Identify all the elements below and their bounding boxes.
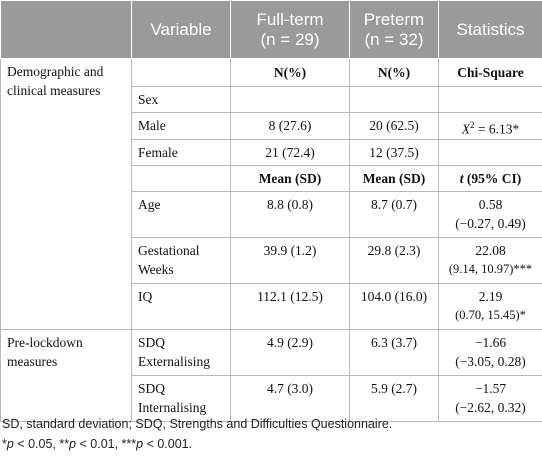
results-table: Variable Full-term (n = 29) Preterm (n =… (0, 0, 542, 422)
cell-statistics: 2.19 (0.70, 15.45)* (438, 282, 542, 330)
header-fullterm: Full-term (n = 29) (230, 0, 350, 59)
footnote-p2: p (69, 437, 77, 451)
cell-fullterm (230, 86, 350, 113)
header-blank (0, 0, 132, 59)
cell-preterm: 104.0 (16.0) (349, 282, 439, 330)
cell-fullterm: 112.1 (12.5) (230, 282, 350, 330)
cell-preterm: 8.7 (0.7) (349, 190, 439, 238)
stat-value: −1.57 (474, 380, 507, 396)
cell-variable: Sex (131, 86, 231, 113)
cell-variable: Male (131, 112, 231, 140)
cell-statistics (438, 138, 542, 166)
cell-preterm: N(%) (349, 58, 439, 87)
cell-statistics: t (95% CI) (438, 164, 542, 192)
footnote-p3-rest: < 0.001. (143, 437, 193, 451)
header-preterm-label: Preterm (363, 9, 425, 29)
footnote-p1-rest: < 0.05, ** (13, 437, 70, 451)
cell-preterm: Mean (SD) (349, 164, 439, 192)
stat-value: 0.58 (478, 196, 503, 212)
stat-value: −1.66 (474, 334, 507, 350)
footnote-p1: p (6, 437, 14, 451)
cell-fullterm: 8.8 (0.8) (230, 190, 350, 238)
variable-line2: Internalising (138, 399, 207, 415)
cell-variable (131, 58, 231, 87)
section-pre-line1: Pre-lockdown (7, 334, 83, 350)
stat-ci: (9.14, 10.97)*** (448, 261, 533, 276)
variable-line2: Weeks (138, 261, 174, 277)
cell-variable (131, 164, 231, 192)
table-footnotes: SD, standard deviation; SDQ, Strengths a… (2, 414, 540, 454)
header-statistics: Statistics (438, 0, 542, 59)
table-row: Pre-lockdown measures SDQ Externalising … (0, 328, 542, 422)
table-row: Sex (1, 86, 542, 113)
variable-line1: Gestational (138, 242, 200, 258)
cell-variable: IQ (131, 282, 231, 330)
footnote-abbreviations: SD, standard deviation; SDQ, Strengths a… (2, 417, 393, 431)
results-table-container: Variable Full-term (n = 29) Preterm (n =… (0, 0, 542, 422)
cell-statistics: −1.66 (−3.05, 0.28) (438, 328, 542, 376)
variable-line2: Externalising (138, 353, 210, 369)
cell-statistics (438, 86, 542, 113)
stat-ci: (−2.62, 0.32) (455, 399, 526, 415)
table-row: Mean (SD) Mean (SD) t (95% CI) (1, 164, 542, 192)
section-demographic-line2: clinical measures (7, 83, 101, 98)
header-row: Variable Full-term (n = 29) Preterm (n =… (0, 0, 542, 59)
cell-variable: SDQ Externalising (131, 328, 231, 376)
footnote-p2-rest: < 0.01, *** (76, 437, 137, 451)
cell-variable: Gestational Weeks (131, 236, 231, 284)
stat-value: 2.19 (478, 288, 503, 304)
cell-statistics: 22.08 (9.14, 10.97)*** (438, 236, 542, 284)
table-row: SDQ Internalising 4.7 (3.0) 5.9 (2.7) −1… (1, 374, 542, 422)
cell-variable: Age (131, 190, 231, 238)
section-pre-lockdown: Pre-lockdown measures (0, 328, 132, 422)
cell-fullterm: Mean (SD) (230, 164, 350, 192)
cell-preterm: 29.8 (2.3) (349, 236, 439, 284)
section-demographic: Demographic and clinical measures (0, 58, 132, 330)
table-row: Gestational Weeks 39.9 (1.2) 29.8 (2.3) … (1, 236, 542, 284)
header-fullterm-n: (n = 29) (260, 29, 320, 49)
cell-fullterm: 21 (72.4) (230, 138, 350, 166)
stat-ci: (−3.05, 0.28) (455, 353, 526, 369)
cell-variable: Female (131, 138, 231, 166)
header-preterm: Preterm (n = 32) (349, 0, 439, 59)
t-ci-label: (95% CI) (463, 170, 522, 186)
stat-ci: (−0.27, 0.49) (455, 215, 526, 231)
cell-fullterm: 4.9 (2.9) (230, 328, 350, 376)
cell-statistics: 0.58 (−0.27, 0.49) (438, 190, 542, 238)
cell-variable: SDQ Internalising (131, 374, 231, 422)
stat-ci: (0.70, 15.45)* (455, 307, 526, 322)
cell-preterm: 5.9 (2.7) (349, 374, 439, 422)
cell-fullterm: 39.9 (1.2) (230, 236, 350, 284)
table-row: Age 8.8 (0.8) 8.7 (0.7) 0.58 (−0.27, 0.4… (1, 190, 542, 238)
cell-fullterm: 8 (27.6) (230, 112, 350, 140)
cell-preterm: 20 (62.5) (349, 112, 439, 140)
header-variable: Variable (131, 0, 231, 59)
cell-preterm (349, 86, 439, 113)
stat-value: 22.08 (475, 242, 506, 258)
chi-symbol: X (461, 121, 470, 137)
chi-superscript: 2 (470, 120, 475, 130)
cell-preterm: 6.3 (3.7) (349, 328, 439, 376)
table-row: Demographic and clinical measures N(%) N… (0, 58, 542, 330)
footnote-significance: *p < 0.05, **p < 0.01, ***p < 0.001. (2, 434, 540, 454)
section-pre-line2: measures (7, 353, 58, 369)
variable-line1: SDQ (138, 334, 166, 350)
section-demographic-line1: Demographic and (7, 64, 104, 79)
cell-preterm: 12 (37.5) (349, 138, 439, 166)
header-preterm-n: (n = 32) (364, 29, 424, 49)
cell-fullterm: N(%) (230, 58, 350, 87)
variable-line1: SDQ (138, 380, 166, 396)
cell-statistics: Chi-Square (438, 58, 542, 87)
chi-value: = 6.13* (474, 121, 520, 137)
cell-statistics: X2 = 6.13* (438, 112, 542, 140)
footnote-star: * (2, 437, 7, 451)
header-fullterm-label: Full-term (256, 9, 324, 29)
footnote-p3: p (136, 437, 144, 451)
t-symbol: t (459, 170, 464, 186)
